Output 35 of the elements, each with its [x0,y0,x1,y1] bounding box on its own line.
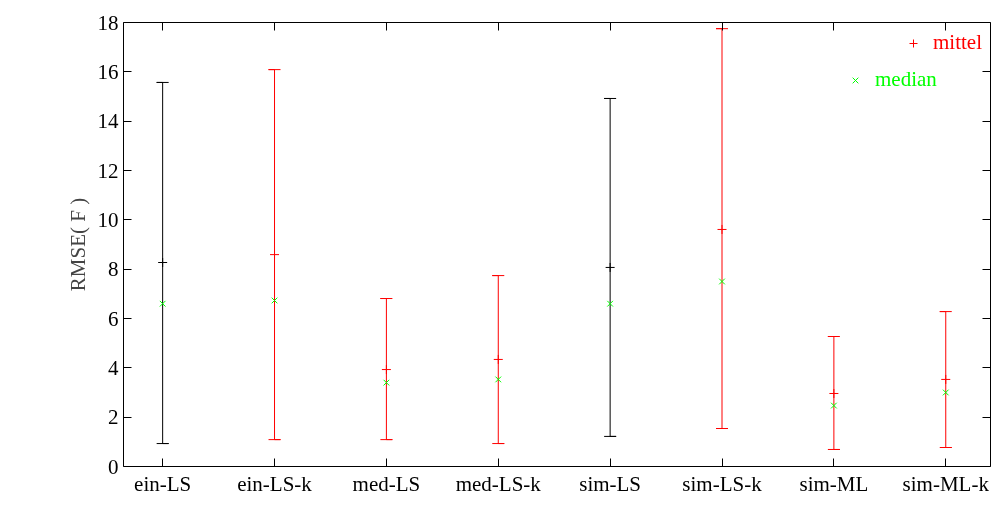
x-tick-label: ein-LS-k [237,471,313,496]
point [717,224,728,235]
point [830,402,838,409]
x-tick-label: sim-ML-k [902,471,990,496]
point [381,364,392,375]
point [159,300,166,308]
legend-label: median [875,67,937,92]
x-tick-label: sim-ML [799,471,869,496]
y-tick-label: 6 [108,306,119,331]
point [828,388,839,399]
point [605,262,616,273]
y-tick-label: 2 [108,405,119,430]
y-axis-title: RMSE( F ) [65,197,90,292]
y-tick-label: 18 [97,10,119,35]
point [493,354,504,365]
y-tick-label: 10 [97,207,119,232]
point [942,389,950,396]
y-tick-label: 16 [97,59,119,84]
point [606,300,614,308]
y-tick-label: 8 [108,257,119,282]
x-tick-label: sim-LS [579,471,642,496]
point [718,278,726,285]
x-tick-label: med-LS [352,471,421,496]
x-tick-label: ein-LS [134,471,192,496]
x-tick-label: med-LS-k [455,471,542,496]
y-tick-label: 14 [97,109,119,134]
point [157,257,168,268]
point [494,376,502,383]
y-tick-label: 12 [97,158,119,183]
point [940,374,951,385]
y-tick-label: 0 [108,454,119,479]
y-tick-label: 4 [108,355,119,380]
x-tick-label: sim-LS-k [682,471,763,496]
legend-label: mittel [933,30,982,55]
point [383,379,390,386]
